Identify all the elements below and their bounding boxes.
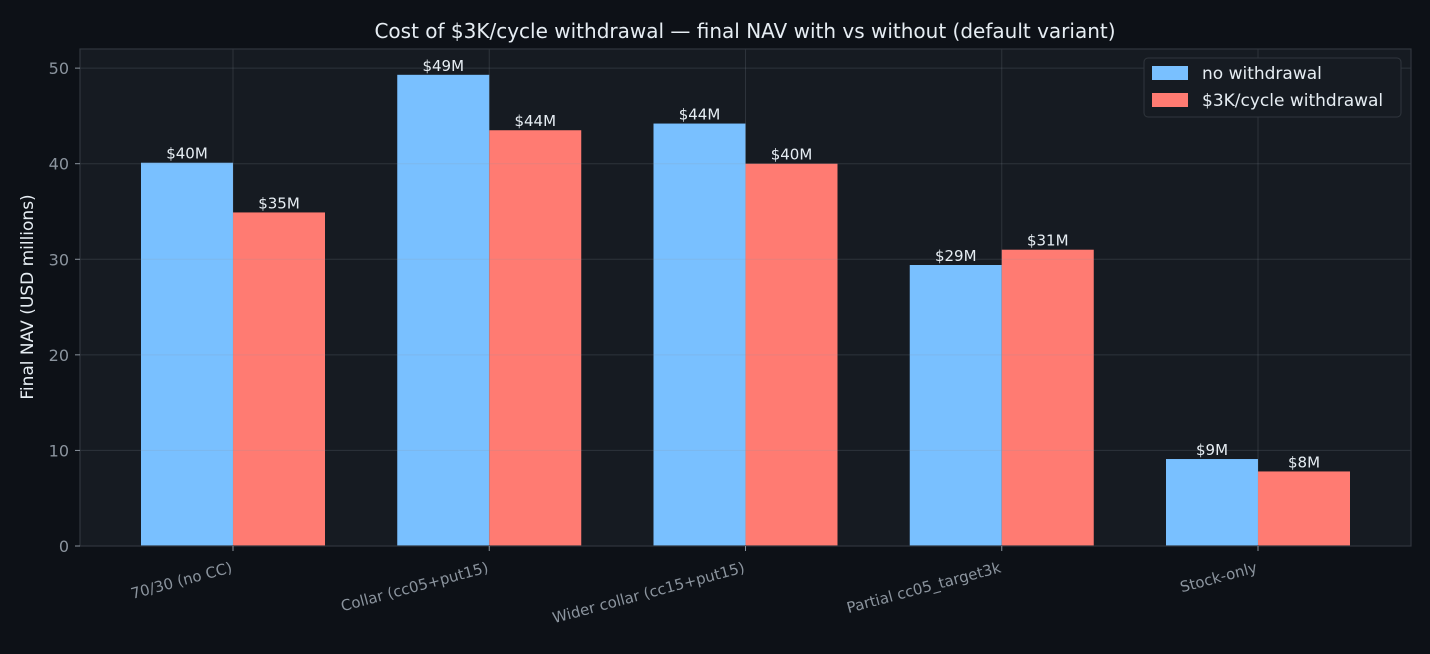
bar-value-label-no-withdrawal-2: $44M (679, 106, 721, 124)
bar-withdrawal-1 (489, 130, 582, 546)
bar-no-withdrawal-3 (909, 265, 1002, 546)
bar-value-label-withdrawal-1: $44M (514, 112, 556, 130)
bar-no-withdrawal-2 (653, 123, 746, 547)
bar-value-label-withdrawal-3: $31M (1027, 232, 1069, 250)
bar-value-label-no-withdrawal-1: $49M (422, 57, 464, 75)
legend-label-0: no withdrawal (1202, 64, 1322, 84)
bar-withdrawal-2 (745, 163, 838, 546)
y-tick-label-2: 20 (49, 346, 69, 365)
x-tick-label-2: Wider collar (cc15+put15) (551, 558, 747, 627)
bar-withdrawal-3 (1001, 249, 1094, 546)
x-tick-label-3: Partial cc05_target3k (845, 558, 1004, 618)
y-tick-label-5: 50 (49, 59, 69, 78)
legend-label-1: $3K/cycle withdrawal (1202, 91, 1383, 111)
x-tick-label-4: Stock-only (1178, 558, 1259, 596)
bar-value-label-no-withdrawal-4: $9M (1196, 441, 1228, 459)
bar-withdrawal-0 (233, 212, 325, 547)
x-tick-label-1: Collar (cc05+put15) (339, 558, 490, 615)
bar-no-withdrawal-0 (141, 162, 233, 546)
x-axis-ticks: 70/30 (no CC) Collar (cc05+put15) Wider co… (129, 546, 1259, 627)
bar-value-label-withdrawal-0: $35M (258, 194, 300, 212)
x-tick-label-0: 70/30 (no CC) (129, 558, 234, 602)
bar-value-label-withdrawal-2: $40M (771, 146, 813, 164)
bar-value-label-no-withdrawal-0: $40M (166, 145, 208, 163)
y-tick-label-4: 40 (49, 155, 69, 174)
bar-value-label-withdrawal-4: $8M (1288, 453, 1320, 471)
legend-box (1143, 57, 1402, 118)
y-tick-label-3: 30 (49, 250, 69, 269)
y-tick-label-1: 10 (49, 441, 69, 460)
y-axis-ticks: 0 10 20 30 40 50 (49, 59, 80, 556)
bar-withdrawal-4 (1258, 471, 1350, 546)
bar-value-labels: $40M $35M $49M $44M $44M $40M $29M $31M $9M $8M (166, 57, 1320, 472)
chart-title: Cost of $3K/cycle withdrawal — final NAV… (374, 19, 1115, 43)
bar-value-label-no-withdrawal-3: $29M (935, 247, 977, 265)
bar-no-withdrawal-4 (1166, 459, 1258, 546)
y-axis-label: Final NAV (USD millions) (18, 194, 38, 399)
bars-group (141, 74, 1350, 547)
bar-no-withdrawal-1 (397, 74, 490, 546)
legend: no withdrawal $3K/cycle withdrawal (1143, 57, 1402, 118)
legend-swatch-0 (1152, 66, 1188, 80)
y-tick-label-0: 0 (59, 537, 69, 556)
legend-swatch-1 (1152, 93, 1188, 107)
